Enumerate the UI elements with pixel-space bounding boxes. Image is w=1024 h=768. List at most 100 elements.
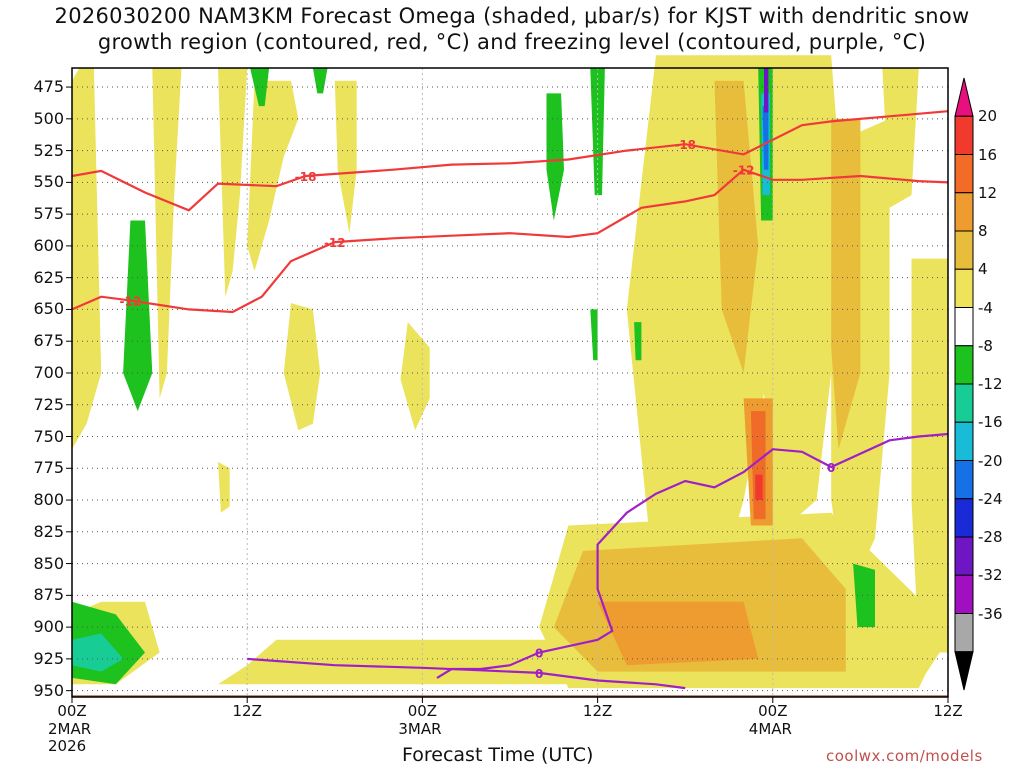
y-tick-label: 600 [33, 235, 64, 255]
omega-region-31 [597, 601, 759, 666]
y-tick-label: 850 [33, 553, 64, 573]
colorbar-bottom-triangle [954, 651, 974, 691]
colorbar-segment-7 [954, 345, 974, 385]
x-tick-label: 00Z [57, 702, 87, 720]
terrain [72, 695, 948, 697]
colorbar-segment-6 [954, 307, 974, 347]
omega-region-0 [72, 68, 102, 450]
colorbar-segment-14 [954, 613, 974, 653]
y-tick-label: 900 [33, 617, 64, 637]
colorbar-label: 8 [978, 222, 988, 240]
y-tick-label: 475 [33, 77, 64, 97]
colorbar-label: -8 [978, 336, 993, 355]
omega-region-4 [283, 303, 321, 431]
chart-title-line-2: growth region (contoured, red, °C) and f… [97, 30, 927, 54]
x-tick-label: 00Z [758, 702, 788, 720]
contour-label-3: -12 [324, 236, 346, 250]
credit-link[interactable]: coolwx.com/models [826, 747, 983, 765]
y-tick-label: 950 [33, 680, 64, 700]
y-tick-label: 675 [33, 331, 64, 351]
colorbar-segment-10 [954, 460, 974, 500]
colorbar-segment-9 [954, 421, 974, 461]
y-tick-label: 500 [33, 108, 64, 128]
colorbar-label: 12 [978, 183, 998, 202]
y-tick-label: 650 [33, 299, 64, 319]
y-tick-label: 525 [33, 140, 64, 160]
colorbar-label: 20 [978, 107, 998, 126]
contour-label-4: -12 [733, 164, 755, 178]
colorbar-label: -20 [978, 451, 1003, 470]
contour-line-2 [436, 432, 949, 679]
omega-region-16 [911, 258, 948, 653]
contour-line-0 [71, 110, 949, 212]
x-tick-sublabel: 4MAR [748, 720, 792, 738]
plot-frame [71, 67, 949, 698]
colorbar-label: -32 [978, 566, 1003, 585]
colorbar-segment-1 [954, 115, 974, 155]
omega-region-22 [590, 68, 605, 196]
omega-region-3 [247, 80, 299, 272]
contour-label-6: 0 [827, 461, 835, 475]
colorbar-label: -24 [978, 489, 1003, 508]
y-tick-label: 575 [33, 204, 64, 224]
omega-region-37 [764, 68, 769, 113]
colorbar-segment-4 [954, 230, 974, 270]
colorbar-label: -16 [978, 413, 1003, 432]
y-tick-label: 550 [33, 172, 64, 192]
contour-label-2: -12 [120, 295, 142, 309]
colorbar-segment-13 [954, 574, 974, 614]
colorbar-label: -28 [978, 528, 1003, 546]
omega-region-21 [546, 93, 564, 221]
colorbar-segment-11 [954, 498, 974, 538]
omega-region-35 [762, 106, 769, 170]
omega-region-29 [831, 118, 861, 450]
omega-region-20 [312, 68, 328, 94]
colorbar-label: -4 [978, 298, 993, 317]
y-tick-label: 825 [33, 521, 64, 541]
colorbar-segment-12 [954, 536, 974, 576]
x-axis-title: Forecast Time (UTC) [402, 744, 594, 766]
contour-label-5: 0 [535, 647, 543, 661]
omega-region-36 [755, 474, 763, 500]
omega-region-6 [334, 80, 357, 234]
colorbar-label: 4 [978, 260, 988, 279]
colorbar-label: -12 [978, 375, 1003, 393]
y-tick-label: 775 [33, 458, 64, 478]
colorbar-segment-3 [954, 192, 974, 232]
contour-label-7: 0 [535, 667, 543, 681]
omega-region-17 [123, 220, 153, 412]
colorbar-label: -36 [978, 604, 1003, 623]
x-tick-label: 12Z [933, 702, 963, 720]
omega-region-19 [250, 68, 270, 107]
omega-region-24 [853, 563, 875, 628]
x-tick-sublabel: 3MAR [398, 720, 442, 738]
y-tick-label: 725 [33, 394, 64, 414]
contour-label-0: -18 [295, 170, 317, 184]
colorbar-label: 16 [978, 145, 998, 164]
colorbar-segment-2 [954, 154, 974, 194]
omega-region-15 [882, 68, 919, 208]
colorbar-segment-8 [954, 383, 974, 423]
x-tick-sublabel: 2MAR [48, 720, 92, 738]
y-tick-label: 700 [33, 362, 64, 382]
colorbar-top-triangle [954, 77, 974, 117]
contour-label-1: -18 [674, 138, 696, 152]
omega-region-30 [72, 633, 124, 672]
y-tick-label: 750 [33, 426, 64, 446]
x-tick-sublabel: 2026 [48, 737, 87, 755]
colorbar-segment-5 [954, 268, 974, 308]
omega-region-25 [590, 309, 598, 361]
omega-region-8 [218, 461, 230, 513]
y-tick-label: 925 [33, 648, 64, 668]
x-tick-label: 12Z [232, 702, 262, 720]
contour-line-1 [71, 168, 949, 314]
y-tick-label: 625 [33, 267, 64, 287]
x-tick-label: 00Z [407, 702, 438, 720]
x-tick-label: 12Z [582, 702, 613, 720]
contour-line-3 [247, 657, 686, 690]
chart-title-line-1: 2026030200 NAM3KM Forecast Omega (shaded… [54, 4, 970, 28]
y-tick-label: 800 [33, 490, 64, 510]
omega-region-1 [152, 68, 182, 399]
y-tick-label: 875 [33, 585, 64, 605]
